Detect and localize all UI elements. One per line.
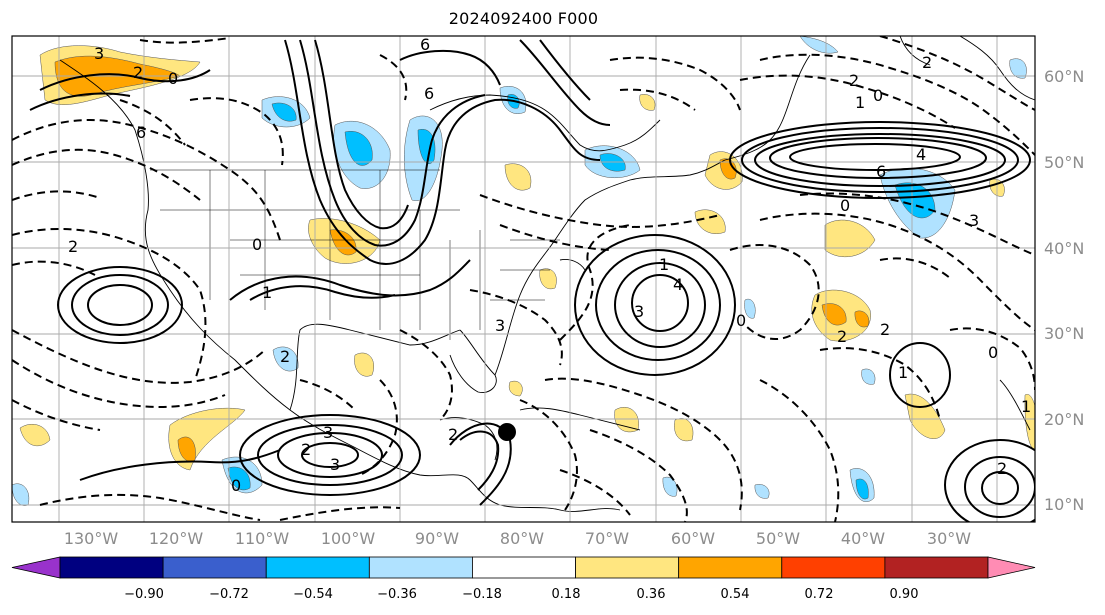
contour-label: 0 xyxy=(840,196,850,215)
colorbar-tick-label: 0.54 xyxy=(720,587,750,602)
contour-label: 3 xyxy=(495,316,505,335)
colorbar-tick-label: −0.54 xyxy=(293,587,333,602)
lat-label-50n: 50°N xyxy=(1044,153,1085,172)
lon-label-130w: 130°W xyxy=(63,529,119,548)
contour-label: 6 xyxy=(876,162,886,181)
storm-center-marker xyxy=(498,423,516,441)
contour-label: 6 xyxy=(424,84,434,103)
contour-label: 2 xyxy=(448,425,458,444)
contour-label: 1 xyxy=(262,283,272,302)
contour-label: 3 xyxy=(94,44,104,63)
colorbar-tick-label: −0.72 xyxy=(209,587,249,602)
contour-label: 4 xyxy=(916,145,926,164)
lon-label-40w: 40°W xyxy=(840,529,886,548)
contour-label: 3 xyxy=(330,455,340,474)
lon-label-120w: 120°W xyxy=(148,529,204,548)
colorbar-tick-label: 0.36 xyxy=(636,587,666,602)
contour-label: 0 xyxy=(252,235,262,254)
contour-label: 1 xyxy=(855,93,865,112)
contour-label: 2 xyxy=(301,440,311,459)
contour-label: 6 xyxy=(136,123,146,142)
colorbar-swatch xyxy=(575,556,680,579)
colorbar-swatch xyxy=(472,556,576,579)
colorbar-swatch xyxy=(162,556,267,579)
contour-label: 2 xyxy=(922,53,932,72)
colorbar-swatch xyxy=(678,556,783,579)
contour-label: 4 xyxy=(673,275,683,294)
contour-label: 1 xyxy=(659,255,669,274)
contour-label: 6 xyxy=(420,35,430,54)
map-contents: 3 2 0 6 6 2 2 4 6 1 0 0 6 2 3 3 1 1 2 0 xyxy=(12,35,1035,522)
contour-label: 2 xyxy=(280,347,290,366)
graticule xyxy=(12,36,1035,522)
lat-label-40n: 40°N xyxy=(1044,239,1085,258)
contour-label: 0 xyxy=(231,476,241,495)
colorbar-tick-label: −0.36 xyxy=(377,587,417,602)
lon-label-60w: 60°W xyxy=(670,529,716,548)
colorbar-tick-label: 0.90 xyxy=(889,587,919,602)
colorbar-swatch xyxy=(265,556,370,579)
lon-label-80w: 80°W xyxy=(499,529,545,548)
contour-label: 1 xyxy=(1021,397,1031,416)
positive-shading xyxy=(19,45,1035,471)
lon-label-30w: 30°W xyxy=(926,529,972,548)
map-frame xyxy=(11,35,1036,523)
lon-label-70w: 70°W xyxy=(584,529,630,548)
lat-label-60n: 60°N xyxy=(1044,67,1085,86)
colorbar-extend-min xyxy=(11,556,61,579)
colorbar-tick-label: −0.90 xyxy=(124,587,164,602)
contour-label: 2 xyxy=(997,459,1007,478)
colorbar-swatch xyxy=(884,556,989,579)
lon-label-90w: 90°W xyxy=(414,529,460,548)
map-title: 2024092400 F000 xyxy=(448,9,599,28)
contour-label: 3 xyxy=(969,211,979,230)
colorbar-tick-label: 0.72 xyxy=(804,587,834,602)
contour-label: 2 xyxy=(68,237,78,256)
colorbar xyxy=(11,556,1036,579)
colorbar-swatch xyxy=(59,556,164,579)
contour-label: 2 xyxy=(837,327,847,346)
lat-label-10n: 10°N xyxy=(1044,495,1085,514)
contour-label: 2 xyxy=(880,320,890,339)
colorbar-swatch xyxy=(368,556,473,579)
contour-label: 2 xyxy=(849,71,859,90)
lat-label-20n: 20°N xyxy=(1044,410,1085,429)
lon-label-100w: 100°W xyxy=(320,529,376,548)
contour-label: 0 xyxy=(873,86,883,105)
colorbar-swatch xyxy=(781,556,886,579)
contour-label: 3 xyxy=(323,423,333,442)
contour-labels: 3 2 0 6 6 2 2 4 6 1 0 0 6 2 3 3 1 1 2 0 xyxy=(68,35,1031,495)
colorbar-tick-label: −0.18 xyxy=(462,587,502,602)
lat-label-30n: 30°N xyxy=(1044,324,1085,343)
contour-label: 1 xyxy=(898,363,908,382)
dashed-contours xyxy=(12,36,1035,522)
contour-label: 0 xyxy=(988,343,998,362)
colorbar-tick-label: 0.18 xyxy=(551,587,581,602)
solid-contours xyxy=(29,39,1035,522)
lon-label-110w: 110°W xyxy=(234,529,290,548)
contour-label: 0 xyxy=(168,69,178,88)
colorbar-extend-max xyxy=(987,556,1036,579)
contour-label: 0 xyxy=(736,311,746,330)
lon-label-50w: 50°W xyxy=(755,529,801,548)
contour-label: 3 xyxy=(634,302,644,321)
contour-label: 2 xyxy=(133,63,143,82)
